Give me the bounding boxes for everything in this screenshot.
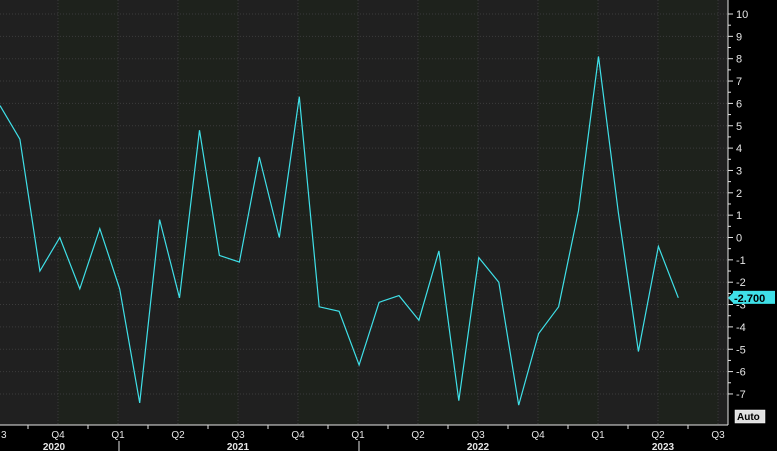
x-quarter-label: Q3 <box>711 430 725 441</box>
x-quarter-label: Q4 <box>531 430 545 441</box>
x-quarter-label: Q2 <box>651 430 665 441</box>
y-tick-label: 1 <box>736 210 742 222</box>
last-value-badge <box>733 290 775 304</box>
series-group <box>0 56 679 406</box>
x-quarter-label: Q3 <box>471 430 485 441</box>
y-tick-label: -7 <box>736 389 746 401</box>
x-quarter-label: Q1 <box>591 430 605 441</box>
y-tick-label: 8 <box>736 54 742 66</box>
plot-background <box>0 0 728 425</box>
y-tick-label: 2 <box>736 188 742 200</box>
series-line <box>0 56 679 406</box>
y-tick-label: 5 <box>736 121 742 133</box>
year-label: 2022 <box>467 442 490 451</box>
last-value-label: -2.700 <box>734 293 765 305</box>
x-quarter-label: Q2 <box>171 430 185 441</box>
quarter-bands <box>58 0 718 425</box>
quarter-band <box>178 0 238 425</box>
y-tick-label: 0 <box>736 233 742 245</box>
auto-scale-label: Auto <box>737 412 760 423</box>
y-tick-label: -4 <box>736 322 746 334</box>
year-label: 2021 <box>227 442 250 451</box>
y-tick-label: 6 <box>736 98 742 110</box>
gridlines <box>0 0 728 425</box>
quarter-band <box>298 0 358 425</box>
quarter-band <box>658 0 718 425</box>
y-tick-label: 9 <box>736 31 742 43</box>
y-tick-label: -6 <box>736 367 746 379</box>
x-quarter-label: Q4 <box>291 430 305 441</box>
quarter-band <box>538 0 598 425</box>
y-tick-label: 4 <box>736 143 742 155</box>
value-markers: -2.700 Auto <box>728 290 775 424</box>
x-quarter-label: Q1 <box>111 430 125 441</box>
last-value-pointer <box>728 291 734 304</box>
y-tick-label: 7 <box>736 76 742 88</box>
y-tick-label: 10 <box>736 9 748 21</box>
year-label: 2020 <box>43 442 66 451</box>
y-tick-label: -5 <box>736 344 746 356</box>
x-quarter-label: Q2 <box>411 430 425 441</box>
quarter-band <box>58 0 118 425</box>
x-axis: 3 Q4 Q1 Q2 Q3 Q4 Q1 Q2 Q3 Q4 Q1 Q2 Q3 2020 2021 2022 202… <box>0 424 728 451</box>
y-tick-label: -2 <box>736 277 746 289</box>
auto-scale-box <box>734 409 766 424</box>
x-quarter-label: 3 <box>1 430 7 441</box>
y-tick-label: 3 <box>736 165 742 177</box>
y-tick-label: -1 <box>736 255 746 267</box>
x-quarter-label: Q4 <box>51 430 65 441</box>
x-quarter-label: Q1 <box>351 430 365 441</box>
year-label: 2023 <box>652 442 675 451</box>
x-quarter-label: Q3 <box>231 430 245 441</box>
quarter-band <box>418 0 478 425</box>
y-tick-label: -3 <box>736 300 746 312</box>
